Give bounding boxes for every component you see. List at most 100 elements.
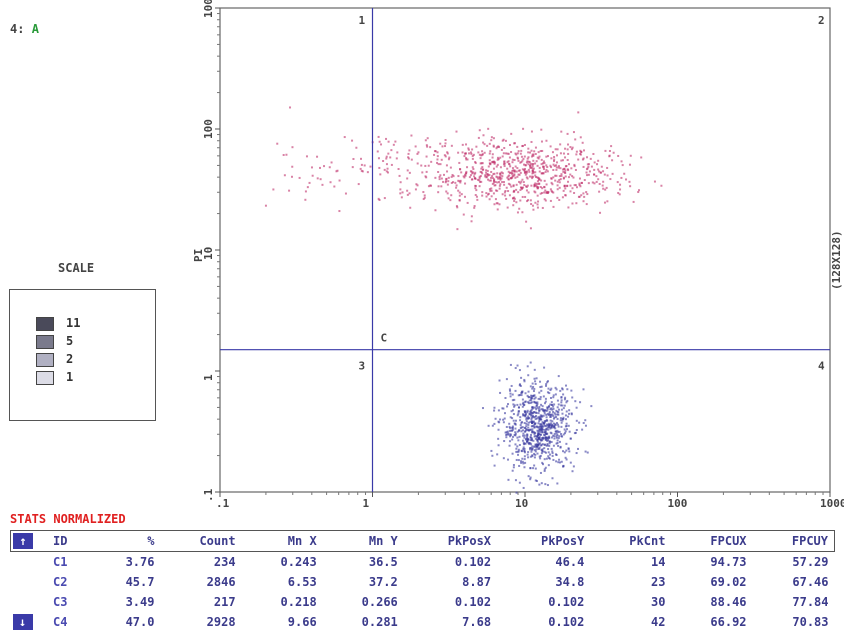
data-point [526,440,529,443]
data-point [497,420,500,423]
data-point [509,392,512,395]
data-point [508,388,511,391]
data-point [538,182,541,185]
data-point [445,164,448,167]
data-point [298,176,301,179]
data-point [523,434,526,437]
data-point [444,142,447,145]
data-point [527,402,530,405]
data-point [517,450,520,453]
data-point [466,158,469,161]
data-point [530,175,533,178]
data-point [447,197,450,200]
data-point [490,170,493,173]
data-point [543,422,546,425]
data-point [546,380,549,383]
data-point [548,442,551,445]
data-point [574,168,577,171]
scroll-down-button[interactable]: ↓ [12,614,33,630]
data-point [481,407,484,410]
column-header[interactable]: PkCnt [629,534,666,548]
data-point [484,175,487,178]
scroll-up-button[interactable]: ↑ [13,533,33,549]
data-point [597,159,600,162]
column-header[interactable]: Mn Y [368,534,398,548]
data-point [529,442,532,445]
data-point [536,445,539,448]
data-point [538,178,541,181]
data-point [512,169,515,172]
column-header[interactable]: PkPosY [540,534,585,548]
data-point [555,453,558,456]
data-point [549,145,552,148]
column-header[interactable]: Mn X [287,534,317,548]
data-point [559,445,562,448]
column-header[interactable]: Count [199,534,236,548]
data-point [535,377,538,380]
column-header[interactable]: FPCUX [710,534,747,548]
data-point [525,418,528,421]
data-point [520,155,523,158]
data-point [537,200,540,203]
table-cell: C4 [53,615,68,629]
column-header[interactable]: PkPosX [447,534,492,548]
data-point [531,454,534,457]
table-row[interactable]: C1 3.76 234 0.243 36.5 0.102 46.4 14 94.… [11,552,835,573]
data-point [550,401,553,404]
data-point [534,445,537,448]
data-point [533,377,536,380]
data-point [596,163,599,166]
data-point [533,464,536,467]
data-point [512,409,515,412]
table-row[interactable]: C2 45.7 2846 6.53 37.2 8.87 34.8 23 69.0… [11,572,835,592]
data-point [311,174,314,177]
data-point [505,425,508,428]
data-point [532,154,535,157]
data-point [532,439,535,442]
data-point [475,189,478,192]
data-point [466,166,469,169]
data-point [561,404,564,407]
data-point [492,181,495,184]
data-point [462,175,465,178]
data-point [539,192,542,195]
data-point [524,164,527,167]
data-point [437,163,440,166]
data-point [521,439,524,442]
data-point [481,191,484,194]
column-header[interactable]: % [147,534,155,548]
data-point [520,187,523,190]
data-point [550,447,553,450]
data-point [531,167,534,170]
data-point [463,155,466,158]
data-point [523,422,526,425]
data-point [538,415,541,418]
scale-legend: 11 5 2 1 [9,289,156,421]
data-point [488,198,491,201]
table-row[interactable]: C3 3.49 217 0.218 0.266 0.102 0.102 30 8… [11,592,835,612]
data-point [387,152,390,155]
data-point [529,411,532,414]
data-point [544,409,547,412]
data-point [540,449,543,452]
data-point [598,190,601,193]
data-point [539,442,542,445]
data-point [555,164,558,167]
data-point [508,156,511,159]
data-point [523,436,526,439]
table-row[interactable]: ↓ C4 47.0 2928 9.66 0.281 7.68 0.102 42 … [11,612,835,632]
data-point [437,170,440,173]
data-point [474,162,477,165]
table-cell: 34.8 [555,575,585,589]
data-point [425,144,428,147]
data-point [360,169,363,172]
column-header[interactable]: FPCUY [791,534,828,548]
data-point [548,411,551,414]
data-point [514,176,517,179]
data-point [571,470,574,473]
table-cell: 217 [213,595,236,609]
data-point [554,393,557,396]
column-header[interactable]: ID [53,534,68,548]
data-point [506,206,509,209]
data-point [549,413,552,416]
